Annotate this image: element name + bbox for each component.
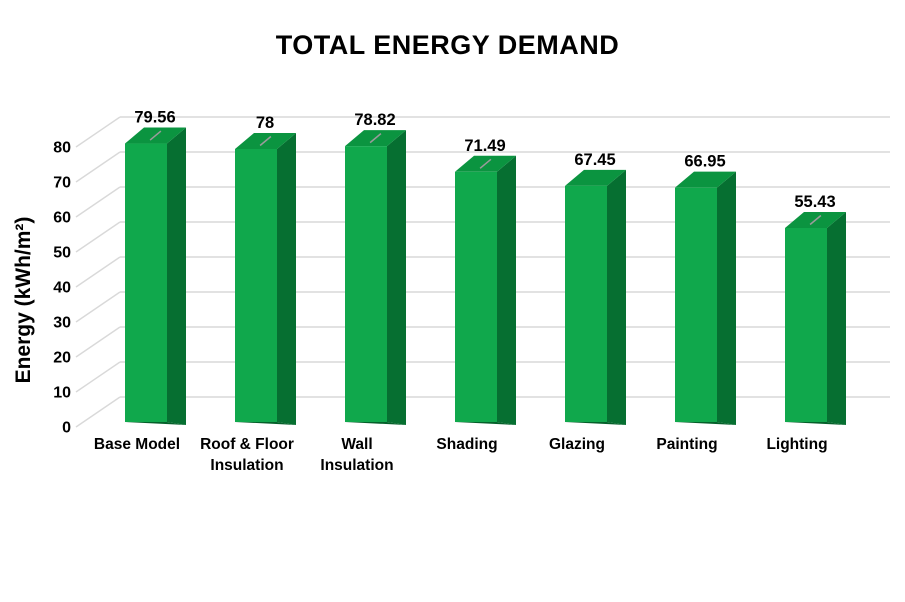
bar-value-label: 78.82 [354, 111, 395, 129]
bar-front-face [235, 149, 277, 422]
y-tick-label: 70 [53, 175, 71, 192]
y-tick-label: 80 [53, 140, 71, 157]
bar-bottom-face [565, 422, 626, 425]
category-label: Shading [436, 436, 497, 453]
bar-value-label: 66.95 [684, 153, 725, 171]
gridline-diagonal [75, 186, 121, 218]
bar-top-gridline-mark [259, 135, 272, 147]
bar-bottom-face [235, 422, 296, 425]
bar-side-face [387, 130, 406, 425]
bar-top-face [675, 171, 736, 188]
bar-front-face [125, 143, 167, 423]
bar-value-label: 67.45 [574, 151, 615, 169]
chart-title: TOTAL ENERGY DEMAND [275, 30, 620, 60]
category-label: Base Model [94, 436, 180, 453]
gridline-diagonal [75, 396, 121, 428]
bar-value-label: 79.56 [134, 109, 175, 127]
y-tick-label: 50 [53, 245, 71, 262]
y-tick-label: 60 [53, 210, 71, 227]
gridline-diagonal [75, 151, 121, 183]
bar-front-face [455, 171, 497, 422]
bar-top-face [565, 169, 626, 186]
bar-value-label: 55.43 [794, 193, 835, 211]
gridline-diagonal [75, 221, 121, 253]
bar-top-gridline-mark [479, 158, 492, 169]
gridline-diagonal [75, 256, 121, 288]
bar-side-face [167, 127, 186, 425]
y-tick-label: 40 [53, 280, 71, 297]
gridline-diagonal [75, 291, 121, 323]
bar-bottom-face [675, 422, 736, 425]
category-label: Glazing [549, 436, 605, 453]
bar-side-face [607, 169, 626, 425]
category-label: Lighting [766, 436, 827, 453]
bar-bottom-face [785, 422, 846, 425]
bar-side-face [827, 211, 846, 425]
bar-bottom-face [345, 422, 406, 425]
bar-front-face [565, 185, 607, 422]
bar-value-label: 71.49 [464, 137, 505, 155]
gridline-diagonal [75, 361, 121, 393]
bar-side-face [277, 133, 296, 425]
bar-top-gridline-mark [809, 214, 822, 226]
bar-top-gridline-mark [149, 130, 162, 141]
bar-front-face [675, 187, 717, 422]
y-tick-label: 30 [53, 315, 71, 332]
y-tick-label: 20 [53, 350, 71, 367]
category-label: Painting [656, 436, 717, 453]
bar-side-face [717, 171, 736, 425]
bar-bottom-face [455, 422, 516, 425]
bar-front-face [345, 146, 387, 422]
gridline-diagonal [75, 326, 121, 358]
bar-value-label: 78 [256, 114, 274, 132]
gridline-diagonal [75, 116, 121, 148]
bar-front-face [785, 227, 827, 422]
bar-top-gridline-mark [369, 133, 382, 144]
bar-side-face [497, 155, 516, 425]
bar-bottom-face [125, 422, 186, 425]
category-label: Roof & Floor Insulation [200, 436, 294, 474]
y-tick-label: 10 [53, 385, 71, 402]
category-label: Wall Insulation [320, 436, 393, 474]
y-tick-label: 0 [62, 420, 71, 437]
